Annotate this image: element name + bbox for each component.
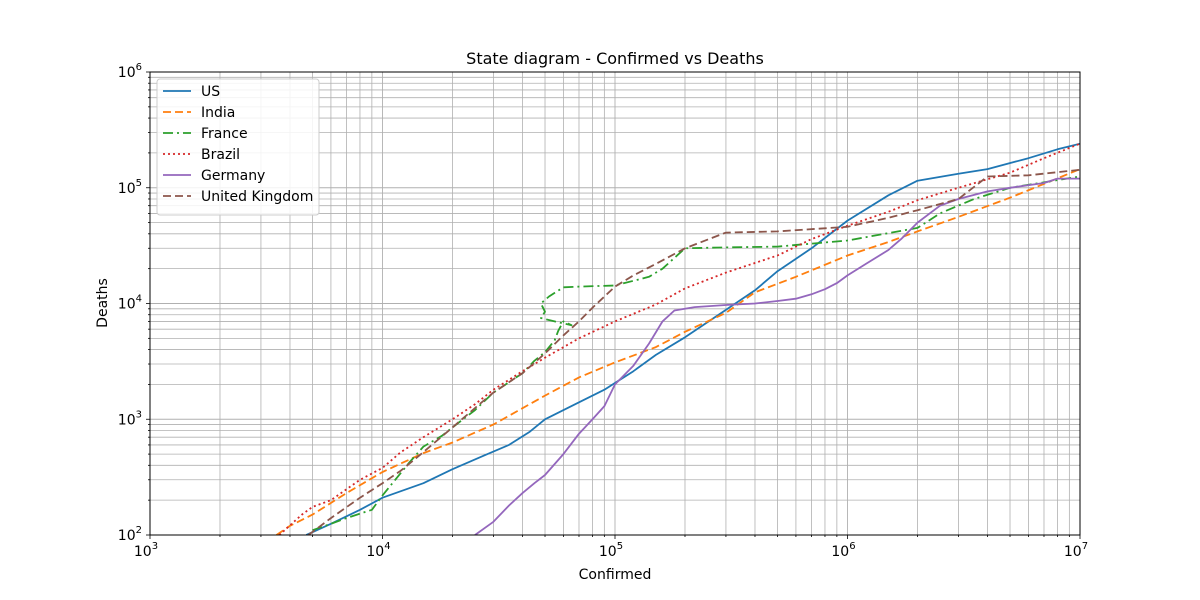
legend-label: India: [201, 105, 235, 121]
legend-box: [156, 78, 320, 216]
y-tick-label: 104: [118, 294, 142, 313]
chart-title: State diagram - Confirmed vs Deaths: [466, 49, 764, 68]
x-axis-label: Confirmed: [579, 567, 652, 583]
legend: US India France Brazil Germany United Kingdom: [156, 78, 320, 216]
series-line-us: [305, 142, 1080, 535]
series-line-india: [275, 168, 1080, 535]
series-line-france: [312, 175, 1080, 532]
series-line-germany: [474, 177, 1080, 535]
y-axis-label: Deaths: [95, 278, 111, 328]
x-tick-label: 107: [1064, 541, 1088, 560]
legend-label: United Kingdom: [201, 189, 313, 205]
y-tick-label: 103: [118, 409, 142, 428]
x-tick-label: 104: [366, 541, 390, 560]
x-tick-label: 105: [599, 541, 623, 560]
legend-label: Germany: [201, 168, 265, 184]
y-tick-label: 102: [118, 525, 142, 544]
series-line-brazil: [278, 142, 1080, 535]
legend-label: France: [201, 126, 248, 142]
y-tick-label: 105: [118, 178, 142, 197]
x-tick-label: 103: [134, 541, 158, 560]
series-lines: [275, 142, 1080, 535]
legend-label: US: [201, 84, 220, 100]
series-line-united-kingdom: [307, 168, 1080, 535]
x-tick-label: 106: [831, 541, 855, 560]
y-tick-label: 106: [118, 62, 142, 81]
legend-label: Brazil: [201, 147, 240, 163]
